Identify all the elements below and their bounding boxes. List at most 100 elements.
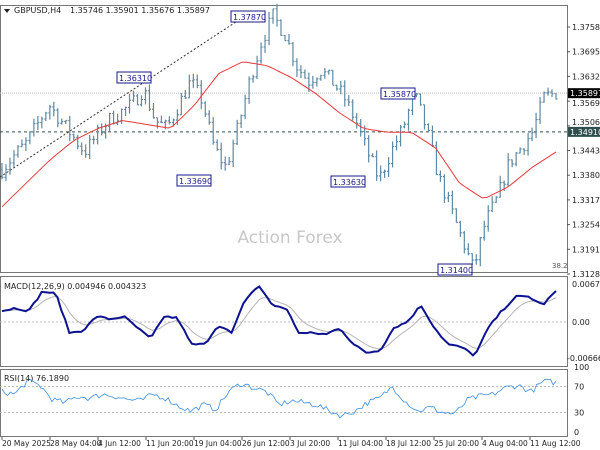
collapse-arrow-icon[interactable] [4,9,10,13]
price-bar [291,42,295,67]
price-bar [183,89,187,99]
price-bar [116,113,120,126]
price-bar [32,118,36,137]
price-bar [391,141,395,168]
symbol-label: GBPUSD,H4 [14,6,61,15]
ohlc-label: 1.35746 1.35901 1.35676 1.35897 [70,6,210,15]
price-bar [139,95,143,107]
price-bar [371,153,375,158]
price-pane-frame [0,5,568,273]
price-bar [315,77,319,87]
price-bar [72,133,76,141]
price-bar [8,157,12,175]
price-bar [347,95,351,107]
price-bar [151,102,155,119]
price-bar [36,115,40,130]
price-annotation: 1.31400 [440,266,473,275]
price-bar [247,76,251,104]
price-annotation-box [176,174,212,187]
price-bar [48,104,52,120]
price-bar [355,113,359,129]
price-bar [542,91,546,103]
price-bar [407,108,411,131]
rsi-tick-label: 100 [574,363,589,372]
price-bar [299,65,303,78]
price-annotation: 1.35870 [383,90,416,99]
price-bar [64,119,68,125]
price-tick-label: 1.33175 [572,196,600,205]
price-annotation: 1.36310 [119,74,152,83]
macd-tick-label: 0.006772 [572,280,600,289]
rsi-title: RSI(14) 76.1890 [4,374,69,383]
time-tick-label: 20 May 2025 [2,439,51,448]
price-bar [12,150,16,168]
price-bar [482,220,486,241]
price-tick-label: 1.35695 [572,99,600,108]
rsi-tick-label: 30 [574,409,584,418]
price-annotation: 1.33690 [179,177,212,186]
price-bar [231,139,235,167]
rsi-layer [0,378,567,419]
price-bar [136,94,140,106]
price-bar [454,208,458,223]
time-tick-label: 4 Aug 04:00 [482,439,528,448]
price-bar [383,169,387,178]
price-bar [275,3,279,27]
price-bar [486,205,490,232]
price-tick-label: 1.31285 [572,270,600,279]
price-bar [418,93,422,106]
price-annotation-box [330,175,366,188]
price-bar [343,80,347,107]
level-price-label: 1.34910 [570,128,600,137]
price-bar [155,117,159,129]
price-bar [24,137,28,151]
price-bar [80,142,84,156]
price-tick-label: 1.34435 [572,147,600,156]
time-tick-label: 19 Jun 04:00 [194,439,242,448]
price-tick-label: 1.36325 [572,72,600,81]
price-bar [426,123,430,133]
price-bar [203,101,207,117]
price-bar [60,118,64,125]
price-tick-label: 1.33805 [572,171,600,180]
macd-tick-label: -0.006667 [567,354,600,363]
price-bar [195,74,199,89]
macd-line [1,285,557,357]
macd-tick-label: 0.00 [572,318,590,327]
price-bar [498,175,502,198]
price-bar [311,75,315,89]
price-bar [16,144,20,158]
rsi-tick-label: 0 [574,428,579,437]
price-bar [219,142,223,170]
price-annotation-box [380,87,416,100]
price-bar [379,165,383,182]
rsi-tick-label: 70 [574,383,584,392]
time-tick-label: 11 Jun 20:00 [146,439,194,448]
price-bar [92,135,96,145]
price-bar [28,131,32,145]
price-bar [438,170,442,182]
price-bar [434,141,438,176]
price-bar [331,69,335,86]
price-bar [446,191,450,203]
price-bar [554,93,558,100]
price-bar [40,116,44,129]
price-bar [223,156,227,171]
price-annotation: 1.33630 [333,178,366,187]
price-bar [0,163,4,180]
price-bar [327,69,331,75]
price-bar [319,74,323,81]
price-bar [199,80,203,110]
price-bar [490,196,494,213]
price-bar [271,8,275,24]
price-bar [108,112,112,133]
macd-title: MACD(12,26,9) 0.004946 0.004323 [4,282,146,291]
price-bar [546,87,550,96]
price-bar [466,243,470,256]
price-tick-label: 1.36955 [572,48,600,57]
price-bar [100,123,104,136]
price-bar [526,132,530,156]
time-tick-label: 11 Jul 04:00 [338,439,383,448]
price-bar [442,174,446,203]
